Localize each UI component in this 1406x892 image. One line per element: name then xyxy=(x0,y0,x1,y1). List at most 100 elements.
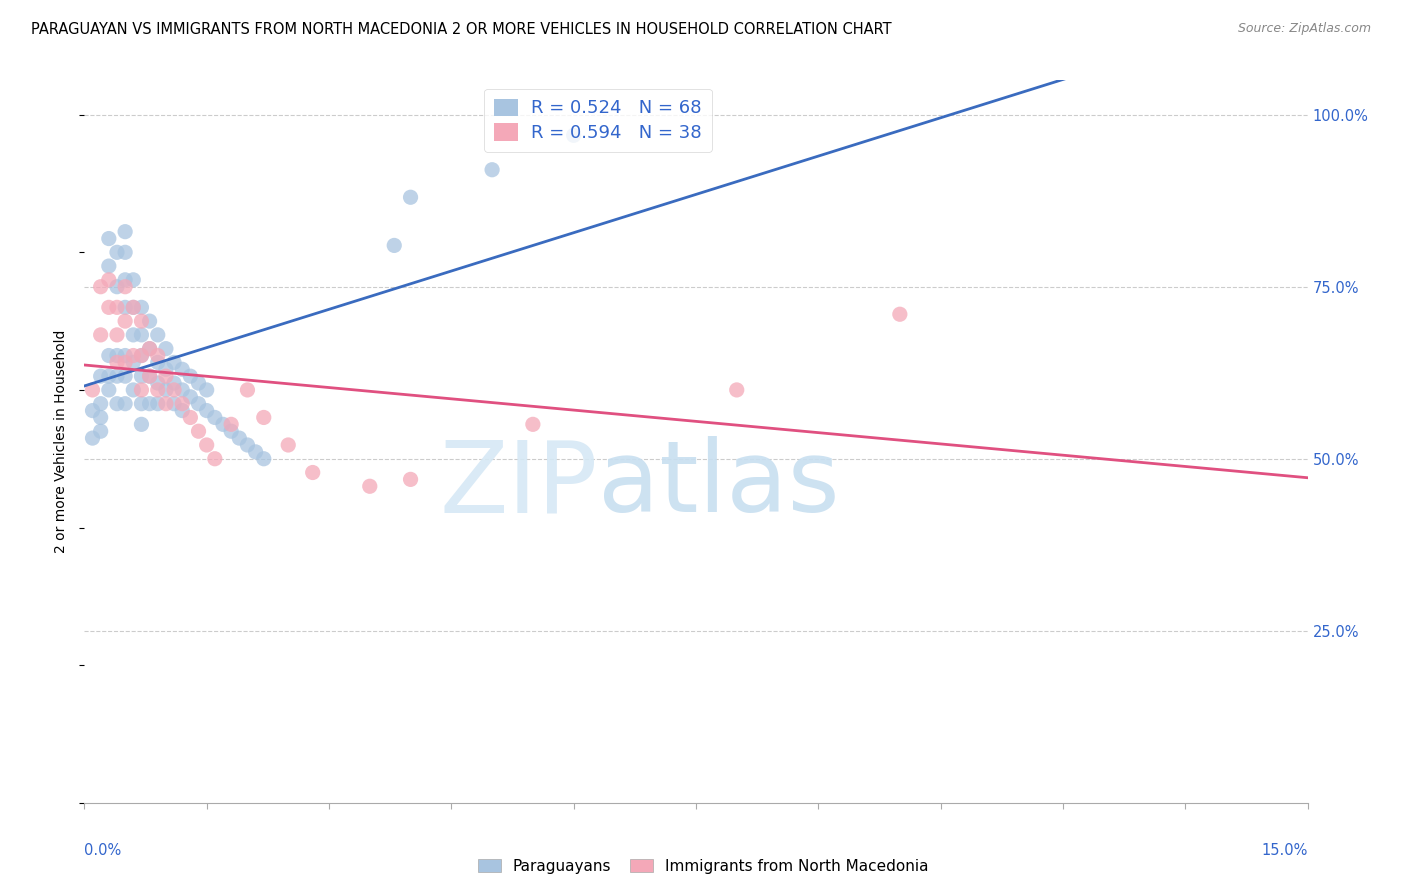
Point xyxy=(138,342,160,356)
Point xyxy=(105,369,128,384)
Point xyxy=(97,273,120,287)
Point xyxy=(382,238,405,252)
Point xyxy=(155,362,177,376)
Point xyxy=(146,383,169,397)
Point xyxy=(172,362,194,376)
Point xyxy=(131,383,153,397)
Point xyxy=(90,410,112,425)
Point xyxy=(105,327,128,342)
Point xyxy=(172,397,194,411)
Point xyxy=(131,397,153,411)
Point xyxy=(114,355,136,369)
Point xyxy=(481,162,503,177)
Point xyxy=(146,327,169,342)
Legend: Paraguayans, Immigrants from North Macedonia: Paraguayans, Immigrants from North Maced… xyxy=(471,853,935,880)
Point xyxy=(97,369,120,384)
Y-axis label: 2 or more Vehicles in Household: 2 or more Vehicles in Household xyxy=(55,330,69,553)
Point xyxy=(122,355,145,369)
Point xyxy=(97,301,120,315)
Point xyxy=(90,369,112,384)
Point xyxy=(138,369,160,384)
Point xyxy=(114,314,136,328)
Point xyxy=(138,342,160,356)
Point xyxy=(97,349,120,363)
Point xyxy=(131,417,153,432)
Point xyxy=(187,424,209,438)
Text: ZIP: ZIP xyxy=(440,436,598,533)
Point xyxy=(179,390,201,404)
Point xyxy=(82,383,104,397)
Point xyxy=(179,410,201,425)
Point xyxy=(212,417,235,432)
Point xyxy=(889,307,911,321)
Point xyxy=(399,472,422,486)
Point xyxy=(114,349,136,363)
Point xyxy=(163,383,186,397)
Text: Source: ZipAtlas.com: Source: ZipAtlas.com xyxy=(1237,22,1371,36)
Point xyxy=(195,383,218,397)
Point xyxy=(114,225,136,239)
Text: 15.0%: 15.0% xyxy=(1261,843,1308,857)
Point xyxy=(114,279,136,293)
Point xyxy=(105,279,128,293)
Point xyxy=(562,128,585,143)
Point xyxy=(90,397,112,411)
Point xyxy=(277,438,299,452)
Point xyxy=(219,417,242,432)
Point xyxy=(131,369,153,384)
Legend: R = 0.524   N = 68, R = 0.594   N = 38: R = 0.524 N = 68, R = 0.594 N = 38 xyxy=(485,88,711,152)
Point xyxy=(172,403,194,417)
Point xyxy=(122,301,145,315)
Point xyxy=(105,301,128,315)
Point xyxy=(146,355,169,369)
Point xyxy=(187,397,209,411)
Point xyxy=(146,376,169,390)
Point xyxy=(155,397,177,411)
Point xyxy=(359,479,381,493)
Point xyxy=(105,349,128,363)
Point xyxy=(131,349,153,363)
Point xyxy=(122,273,145,287)
Point xyxy=(236,438,259,452)
Point xyxy=(97,231,120,245)
Text: 0.0%: 0.0% xyxy=(84,843,121,857)
Point xyxy=(187,376,209,390)
Point xyxy=(399,190,422,204)
Point xyxy=(105,397,128,411)
Point xyxy=(131,314,153,328)
Point xyxy=(163,355,186,369)
Point xyxy=(146,349,169,363)
Point xyxy=(204,410,226,425)
Point xyxy=(204,451,226,466)
Point xyxy=(82,431,104,445)
Point xyxy=(82,403,104,417)
Point xyxy=(131,349,153,363)
Point xyxy=(163,376,186,390)
Point xyxy=(138,369,160,384)
Point xyxy=(219,424,242,438)
Point xyxy=(97,383,120,397)
Point xyxy=(301,466,323,480)
Point xyxy=(179,369,201,384)
Point xyxy=(195,403,218,417)
Point xyxy=(90,279,112,293)
Point xyxy=(522,417,544,432)
Point xyxy=(195,438,218,452)
Point xyxy=(138,397,160,411)
Point xyxy=(114,245,136,260)
Point xyxy=(122,349,145,363)
Point xyxy=(131,301,153,315)
Point xyxy=(138,314,160,328)
Point xyxy=(114,273,136,287)
Point xyxy=(131,327,153,342)
Point xyxy=(97,259,120,273)
Point xyxy=(155,369,177,384)
Point xyxy=(725,383,748,397)
Point xyxy=(163,397,186,411)
Point xyxy=(105,355,128,369)
Point xyxy=(114,397,136,411)
Point xyxy=(90,424,112,438)
Point xyxy=(253,451,276,466)
Point xyxy=(236,383,259,397)
Point xyxy=(114,301,136,315)
